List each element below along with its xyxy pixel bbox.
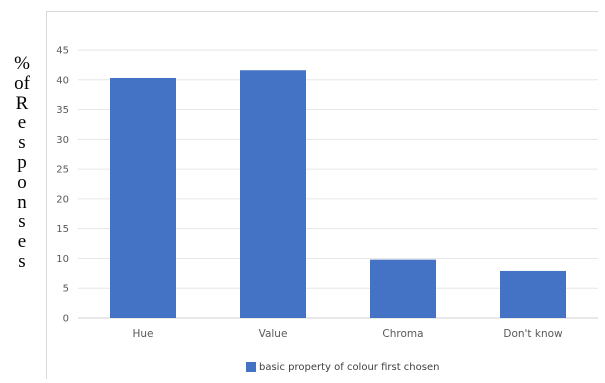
bars xyxy=(110,70,566,318)
y-tick-label: 40 xyxy=(56,75,69,86)
y-tick-label: 10 xyxy=(56,254,69,265)
y-tick-label: 20 xyxy=(56,194,69,205)
legend-swatch xyxy=(246,362,256,372)
bar xyxy=(370,259,436,318)
y-tick-label: 0 xyxy=(63,314,69,325)
y-axis-label: % of R e s p o n s e s xyxy=(14,53,30,272)
y-tick-label: 15 xyxy=(56,224,69,235)
y-tick-label: 45 xyxy=(56,46,69,57)
y-tick-label: 25 xyxy=(56,165,69,176)
bar xyxy=(240,70,306,318)
y-tick-labels: 0 5 10 15 20 25 30 35 40 45 xyxy=(56,46,69,325)
category-label: Hue xyxy=(132,328,153,340)
legend-label: basic property of colour first chosen xyxy=(259,361,440,373)
bar xyxy=(110,77,176,318)
category-labels: Hue Value Chroma Don't know xyxy=(132,328,563,340)
category-label: Chroma xyxy=(382,328,423,340)
category-label: Don't know xyxy=(503,328,563,340)
bar xyxy=(500,270,566,318)
y-tick-label: 35 xyxy=(56,105,69,116)
legend: basic property of colour first chosen xyxy=(246,360,439,374)
y-tick-label: 30 xyxy=(56,135,69,146)
category-label: Value xyxy=(259,328,288,340)
y-tick-label: 5 xyxy=(63,284,69,295)
